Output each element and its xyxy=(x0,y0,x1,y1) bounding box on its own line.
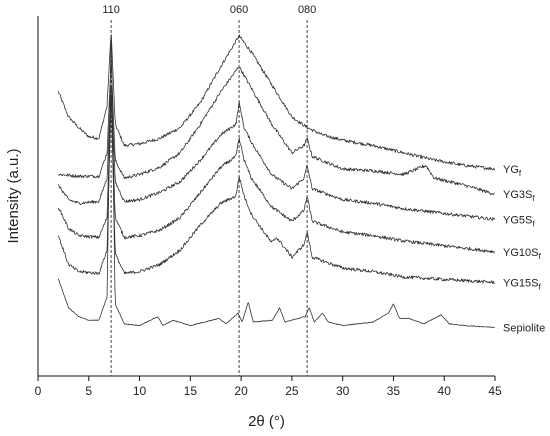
series-group xyxy=(57,34,495,328)
series-line-yg3sf xyxy=(57,64,495,195)
series-line-yg5sf xyxy=(57,86,495,221)
x-tick-label: 45 xyxy=(488,384,502,398)
x-tick-label: 30 xyxy=(336,384,350,398)
series-label-yg10sf: YG10Sf xyxy=(503,247,541,261)
x-tick-label: 0 xyxy=(35,384,42,398)
x-tick-label: 20 xyxy=(234,384,248,398)
x-tick-label: 25 xyxy=(285,384,299,398)
series-label-ygf: YGf xyxy=(503,164,522,178)
reference-lines: 110 060 080 xyxy=(102,4,316,376)
x-tick-label: 5 xyxy=(85,384,92,398)
series-line-yg10sf xyxy=(57,94,495,254)
x-tick-label: 35 xyxy=(387,384,401,398)
series-label-sepiolite: Sepiolite xyxy=(503,322,545,334)
x-tick-label: 10 xyxy=(133,384,147,398)
peak-label-110: 110 xyxy=(102,4,120,16)
x-tick-label: 40 xyxy=(438,384,452,398)
series-label-yg15sf: YG15Sf xyxy=(503,277,541,291)
x-tick-label: 15 xyxy=(184,384,198,398)
series-label-yg3sf: YG3Sf xyxy=(503,189,535,203)
y-axis-title: Intensity (a.u.) xyxy=(5,148,22,243)
peak-label-060: 060 xyxy=(230,4,248,16)
series-label-yg5sf: YG5Sf xyxy=(503,214,535,228)
series-labels: YGf YG3Sf YG5Sf YG10Sf YG15Sf Sepiolite xyxy=(503,164,545,334)
series-line-sepiolite xyxy=(57,40,495,328)
series-line-yg15sf xyxy=(57,101,495,285)
series-line-ygf xyxy=(57,34,495,171)
axes: 0 5 10 15 20 25 30 35 40 45 xyxy=(35,16,502,398)
x-axis-title: 2θ (°) xyxy=(248,413,285,430)
peak-label-080: 080 xyxy=(298,4,316,16)
